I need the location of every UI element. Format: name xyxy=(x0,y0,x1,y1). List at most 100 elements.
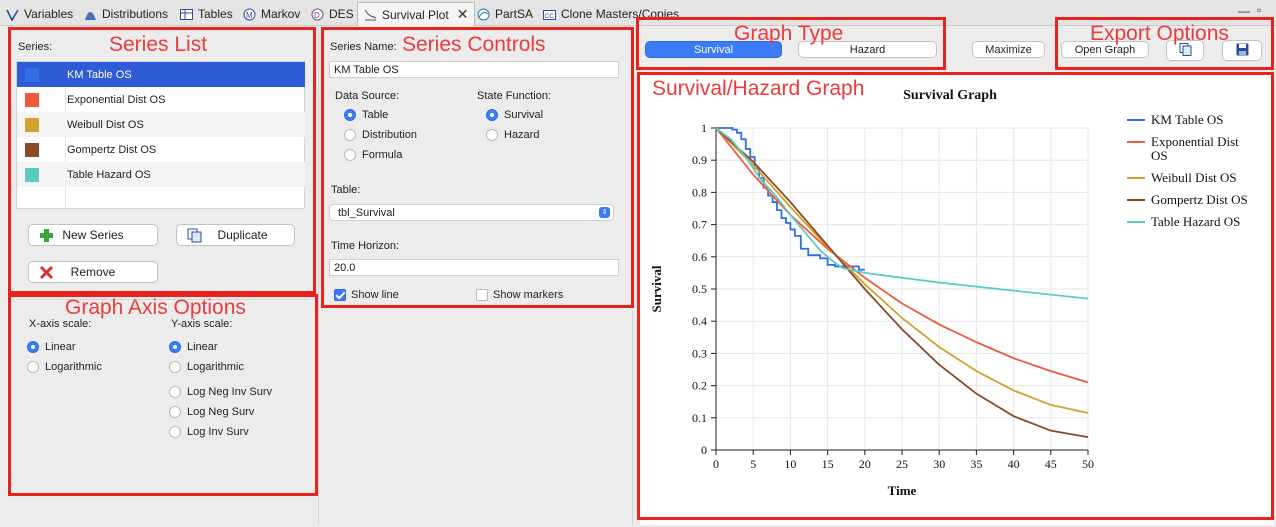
list-item[interactable]: Table Hazard OS xyxy=(17,162,305,187)
series-color-swatch xyxy=(25,67,39,82)
hazard-toggle-button[interactable]: Hazard xyxy=(798,41,937,58)
maximize-button[interactable]: Maximize xyxy=(972,41,1045,58)
duplicate-button[interactable]: Duplicate xyxy=(176,224,295,246)
editor-tab-bar: Variables Distributions Tables M Markov … xyxy=(0,0,1276,26)
series-line xyxy=(715,127,1089,384)
x-tick-label: 25 xyxy=(896,457,908,471)
save-icon xyxy=(1236,43,1249,59)
state-function-survival-radio[interactable]: Survival xyxy=(486,109,543,121)
tab-distributions[interactable]: Distributions xyxy=(84,4,168,24)
series-name-label: Series Name: xyxy=(330,41,397,53)
x-tick-label: 45 xyxy=(1045,457,1057,471)
chart-title: Survival Graph xyxy=(903,88,997,103)
show-line-checkbox[interactable]: Show line xyxy=(334,289,399,301)
y-axis-log-inv-surv-radio[interactable]: Log Inv Surv xyxy=(169,426,249,438)
close-tab-icon[interactable]: ✕ xyxy=(456,6,469,22)
annotation-series-list: Series List xyxy=(109,33,208,56)
x-axis-linear-radio[interactable]: Linear xyxy=(27,341,76,353)
radio-label: Survival xyxy=(504,109,544,121)
series-color-swatch xyxy=(25,142,39,157)
y-axis-log-neg-inv-surv-radio[interactable]: Log Neg Inv Surv xyxy=(169,386,272,398)
radio-label: Formula xyxy=(362,149,403,161)
survival-toggle-button[interactable]: Survival xyxy=(645,41,782,58)
series-line xyxy=(715,127,1089,414)
x-tick-label: 5 xyxy=(750,457,756,471)
maximize-window-icon[interactable]: ▫ xyxy=(1257,3,1262,17)
table-select[interactable]: tbl_Survival ⇕ xyxy=(329,204,614,221)
copy-graph-button[interactable] xyxy=(1166,40,1204,61)
annotation-graph-axis: Graph Axis Options xyxy=(65,296,246,319)
state-function-hazard-radio[interactable]: Hazard xyxy=(486,129,539,141)
data-source-label: Data Source: xyxy=(335,90,400,102)
series-name: Gompertz Dist OS xyxy=(67,143,157,156)
series-name: Weibull Dist OS xyxy=(67,118,144,131)
annotation-export-options: Export Options xyxy=(1090,22,1229,45)
tab-label: DES xyxy=(329,7,354,21)
tab-label: PartSA xyxy=(495,7,534,21)
table-select-value: tbl_Survival xyxy=(338,206,395,219)
y-axis-log-radio[interactable]: Logarithmic xyxy=(169,361,244,373)
radio-label: Logarithmic xyxy=(187,361,244,373)
list-item[interactable]: Weibull Dist OS xyxy=(17,112,305,137)
time-horizon-input[interactable]: 20.0 xyxy=(329,259,619,276)
data-source-table-radio[interactable]: Table xyxy=(344,109,388,121)
series-line xyxy=(715,127,1089,300)
minimize-icon[interactable]: — xyxy=(1238,4,1250,18)
tab-partsa[interactable]: PartSA xyxy=(477,4,533,24)
legend-label: OS xyxy=(1151,148,1168,163)
x-tick-label: 10 xyxy=(784,457,796,471)
y-axis-log-neg-surv-radio[interactable]: Log Neg Surv xyxy=(169,406,254,418)
annotation-graph: Survival/Hazard Graph xyxy=(652,77,865,100)
open-graph-button[interactable]: Open Graph xyxy=(1061,41,1149,58)
series-name: KM Table OS xyxy=(67,68,132,81)
series-line xyxy=(716,127,865,271)
series-name-input[interactable]: KM Table OS xyxy=(329,61,619,78)
list-item[interactable]: Gompertz Dist OS xyxy=(17,137,305,162)
state-function-label: State Function: xyxy=(477,90,551,102)
series-color-swatch xyxy=(25,167,39,182)
checkbox-label: Show markers xyxy=(493,289,564,301)
remove-label: Remove xyxy=(70,265,116,279)
y-axis-linear-radio[interactable]: Linear xyxy=(169,341,218,353)
survival-chart: 0 5 10 15 20 25 30 35 40 45 50 0 0.1 0.2 0.3 0.4 0.5 0.6 0… xyxy=(649,88,1248,498)
y-tick-label: 0.3 xyxy=(692,346,707,360)
remove-button[interactable]: Remove xyxy=(28,261,158,283)
list-item[interactable]: KM Table OS xyxy=(17,62,305,87)
y-tick-label: 0 xyxy=(701,443,707,457)
x-tick-label: 15 xyxy=(822,457,834,471)
svg-text:CC: CC xyxy=(545,13,555,20)
series-color-swatch xyxy=(25,117,39,132)
panel-divider xyxy=(318,28,319,525)
radio-label: Log Inv Surv xyxy=(187,426,249,438)
list-item[interactable]: Exponential Dist OS xyxy=(17,87,305,112)
tab-markov[interactable]: M Markov xyxy=(243,4,300,24)
save-graph-button[interactable] xyxy=(1222,40,1262,61)
tab-des[interactable]: D DES xyxy=(311,4,354,24)
tab-survival-plot[interactable]: Survival Plot ✕ xyxy=(357,2,476,26)
annotation-box-graph-axis xyxy=(8,294,318,496)
x-tick-label: 30 xyxy=(933,457,945,471)
radio-label: Linear xyxy=(187,341,218,353)
open-graph-label: Open Graph xyxy=(1074,43,1136,56)
tab-variables[interactable]: Variables xyxy=(6,4,73,24)
y-tick-label: 0.7 xyxy=(692,218,707,232)
x-tick-label: 35 xyxy=(970,457,982,471)
series-list[interactable]: KM Table OS Exponential Dist OS Weibull … xyxy=(16,61,305,210)
new-series-button[interactable]: New Series xyxy=(28,224,158,246)
tab-tables[interactable]: Tables xyxy=(180,4,233,24)
data-source-distribution-radio[interactable]: Distribution xyxy=(344,129,417,141)
x-tick-label: 40 xyxy=(1008,457,1020,471)
series-color-swatch xyxy=(25,92,39,107)
time-horizon-value: 20.0 xyxy=(334,261,356,274)
y-axis-label: Survival xyxy=(649,265,664,312)
tab-label: Variables xyxy=(24,7,74,21)
radio-label: Logarithmic xyxy=(45,361,102,373)
series-name: Exponential Dist OS xyxy=(67,93,166,106)
show-markers-checkbox[interactable]: Show markers xyxy=(476,289,563,301)
survival-plot-icon xyxy=(364,8,377,21)
x-tick-label: 50 xyxy=(1082,457,1094,471)
x-axis-log-radio[interactable]: Logarithmic xyxy=(27,361,102,373)
legend-label: Table Hazard OS xyxy=(1151,214,1240,229)
data-source-formula-radio[interactable]: Formula xyxy=(344,149,402,161)
graph-panel: 0 5 10 15 20 25 30 35 40 45 50 0 0.1 0.2 0.3 0.4 0.5 0.6 0… xyxy=(640,72,1274,525)
